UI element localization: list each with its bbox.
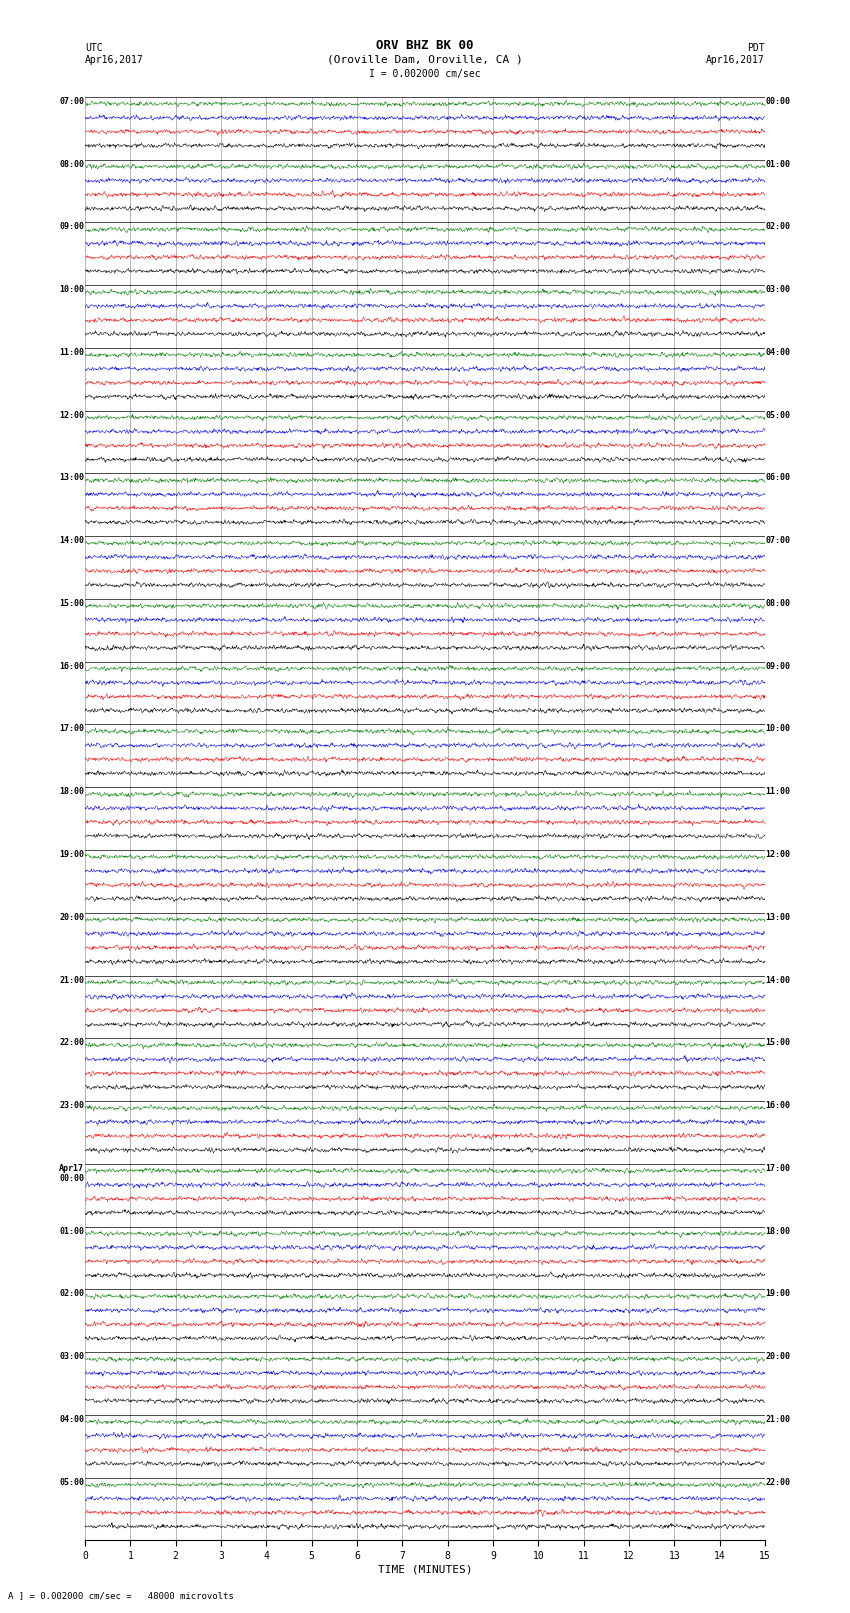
Text: 19:00: 19:00 (60, 850, 84, 860)
Text: 11:00: 11:00 (766, 787, 790, 797)
Text: 12:00: 12:00 (766, 850, 790, 860)
Text: 15:00: 15:00 (60, 598, 84, 608)
Text: 09:00: 09:00 (60, 223, 84, 231)
Text: 13:00: 13:00 (60, 473, 84, 482)
Text: I = 0.002000 cm/sec: I = 0.002000 cm/sec (369, 69, 481, 79)
Text: 09:00: 09:00 (766, 661, 790, 671)
Text: 11:00: 11:00 (60, 348, 84, 356)
Text: 18:00: 18:00 (60, 787, 84, 797)
Text: 16:00: 16:00 (60, 661, 84, 671)
Text: UTC: UTC (85, 44, 103, 53)
Text: Apr17
00:00: Apr17 00:00 (60, 1165, 84, 1184)
Text: 05:00: 05:00 (60, 1478, 84, 1487)
Text: 07:00: 07:00 (60, 97, 84, 106)
Text: 23:00: 23:00 (60, 1102, 84, 1110)
Text: 01:00: 01:00 (60, 1226, 84, 1236)
Text: 18:00: 18:00 (766, 1226, 790, 1236)
Text: 08:00: 08:00 (766, 598, 790, 608)
Text: 16:00: 16:00 (766, 1102, 790, 1110)
Text: 01:00: 01:00 (766, 160, 790, 168)
Text: 17:00: 17:00 (60, 724, 84, 734)
Text: 17:00: 17:00 (766, 1165, 790, 1173)
X-axis label: TIME (MINUTES): TIME (MINUTES) (377, 1565, 473, 1574)
Text: 06:00: 06:00 (766, 473, 790, 482)
Text: 02:00: 02:00 (60, 1289, 84, 1298)
Text: 03:00: 03:00 (766, 286, 790, 294)
Text: PDT: PDT (747, 44, 765, 53)
Text: ORV BHZ BK 00: ORV BHZ BK 00 (377, 39, 473, 52)
Text: 10:00: 10:00 (766, 724, 790, 734)
Text: A ] = 0.002000 cm/sec =   48000 microvolts: A ] = 0.002000 cm/sec = 48000 microvolts (8, 1590, 235, 1600)
Text: (Oroville Dam, Oroville, CA ): (Oroville Dam, Oroville, CA ) (327, 55, 523, 65)
Text: 20:00: 20:00 (766, 1352, 790, 1361)
Text: 03:00: 03:00 (60, 1352, 84, 1361)
Text: 21:00: 21:00 (766, 1415, 790, 1424)
Text: 04:00: 04:00 (766, 348, 790, 356)
Text: 12:00: 12:00 (60, 411, 84, 419)
Text: 05:00: 05:00 (766, 411, 790, 419)
Text: Apr16,2017: Apr16,2017 (706, 55, 765, 65)
Text: 00:00: 00:00 (766, 97, 790, 106)
Text: 10:00: 10:00 (60, 286, 84, 294)
Text: 22:00: 22:00 (60, 1039, 84, 1047)
Text: 02:00: 02:00 (766, 223, 790, 231)
Text: 15:00: 15:00 (766, 1039, 790, 1047)
Text: 14:00: 14:00 (60, 536, 84, 545)
Text: 04:00: 04:00 (60, 1415, 84, 1424)
Text: 14:00: 14:00 (766, 976, 790, 984)
Text: 13:00: 13:00 (766, 913, 790, 921)
Text: 21:00: 21:00 (60, 976, 84, 984)
Text: 08:00: 08:00 (60, 160, 84, 168)
Text: 19:00: 19:00 (766, 1289, 790, 1298)
Text: Apr16,2017: Apr16,2017 (85, 55, 144, 65)
Text: 07:00: 07:00 (766, 536, 790, 545)
Text: 20:00: 20:00 (60, 913, 84, 921)
Text: 22:00: 22:00 (766, 1478, 790, 1487)
